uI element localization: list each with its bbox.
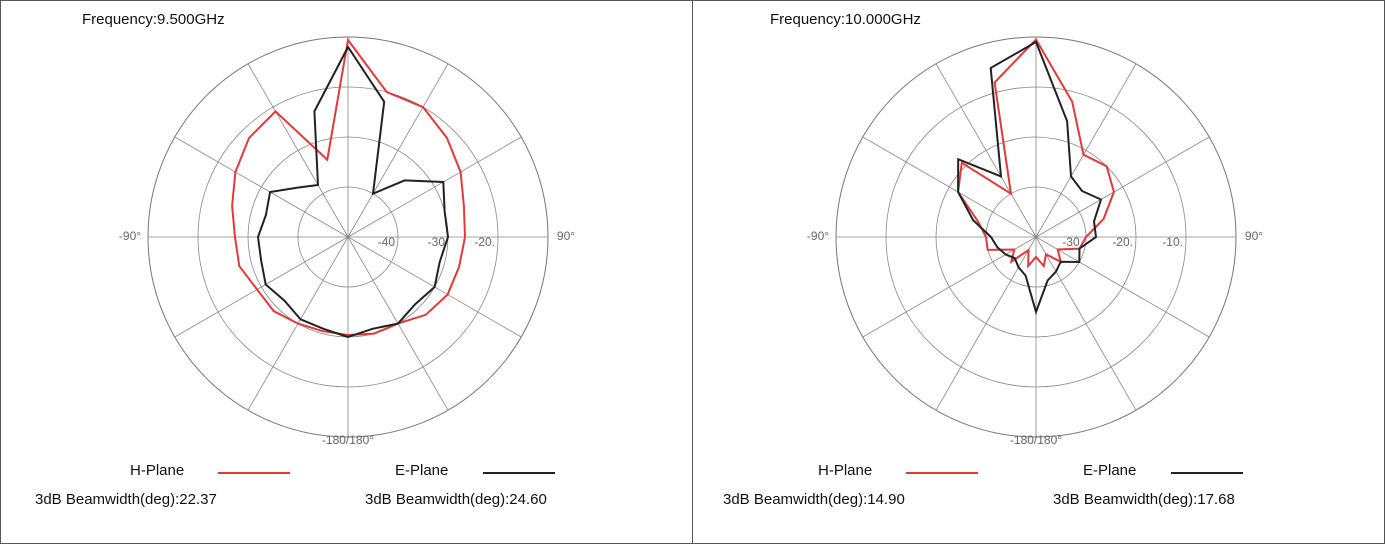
ring xyxy=(885,86,1187,388)
beamwidth-label: 3dB Beamwidth(deg):14.90 xyxy=(723,491,905,508)
panel-border xyxy=(692,0,1385,544)
beamwidth-label: 3dB Beamwidth(deg):17.68 xyxy=(1053,491,1235,508)
ring xyxy=(197,86,499,388)
r-tick-label: -30 xyxy=(428,235,446,249)
ring xyxy=(297,186,399,288)
theta-tick-label: -90° xyxy=(119,229,141,243)
r-tick-label: -20. xyxy=(474,235,495,249)
theta-tick-label: 90° xyxy=(1245,229,1263,243)
beamwidth-label: 3dB Beamwidth(deg):22.37 xyxy=(35,491,217,508)
pattern-line xyxy=(957,37,1115,269)
legend-label: E-Plane xyxy=(1083,462,1136,479)
r-tick-label: -20. xyxy=(1112,235,1133,249)
legend-label: H-Plane xyxy=(130,462,184,479)
chart-title: Frequency:10.000GHz xyxy=(770,11,921,28)
theta-tick-label: -90° xyxy=(807,229,829,243)
r-tick-label: -40 xyxy=(378,235,396,249)
legend-label: E-Plane xyxy=(395,462,448,479)
theta-tick-label: -180/180° xyxy=(1010,433,1062,447)
legend-label: H-Plane xyxy=(818,462,872,479)
theta-tick-label: 90° xyxy=(557,229,575,243)
theta-tick-label: -180/180° xyxy=(322,433,374,447)
pattern-line xyxy=(256,45,450,339)
panel-border xyxy=(0,0,693,544)
r-tick-label: -10. xyxy=(1162,235,1183,249)
beamwidth-label: 3dB Beamwidth(deg):24.60 xyxy=(365,491,547,508)
ring xyxy=(935,136,1137,338)
chart-title: Frequency:9.500GHz xyxy=(82,11,225,28)
r-tick-label: -30. xyxy=(1062,235,1083,249)
pattern-line xyxy=(231,37,467,337)
pattern-line xyxy=(957,40,1103,316)
